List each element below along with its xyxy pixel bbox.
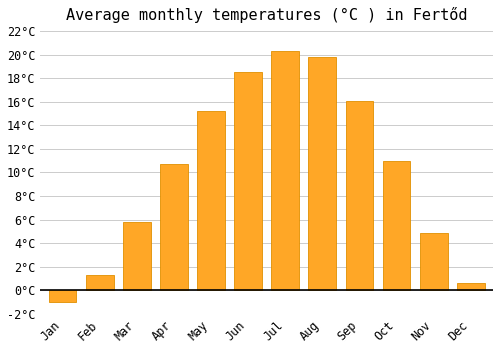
Bar [272,51,299,290]
Bar [160,164,188,290]
Bar [123,222,150,290]
Bar [420,232,448,290]
Bar [234,72,262,290]
Bar [86,275,114,290]
Bar [48,290,76,302]
Bar [457,283,484,290]
Bar [197,111,225,290]
Bar [308,57,336,290]
Title: Average monthly temperatures (°C ) in Fertőd: Average monthly temperatures (°C ) in Fe… [66,7,468,23]
Bar [346,100,374,290]
Bar [382,161,410,290]
